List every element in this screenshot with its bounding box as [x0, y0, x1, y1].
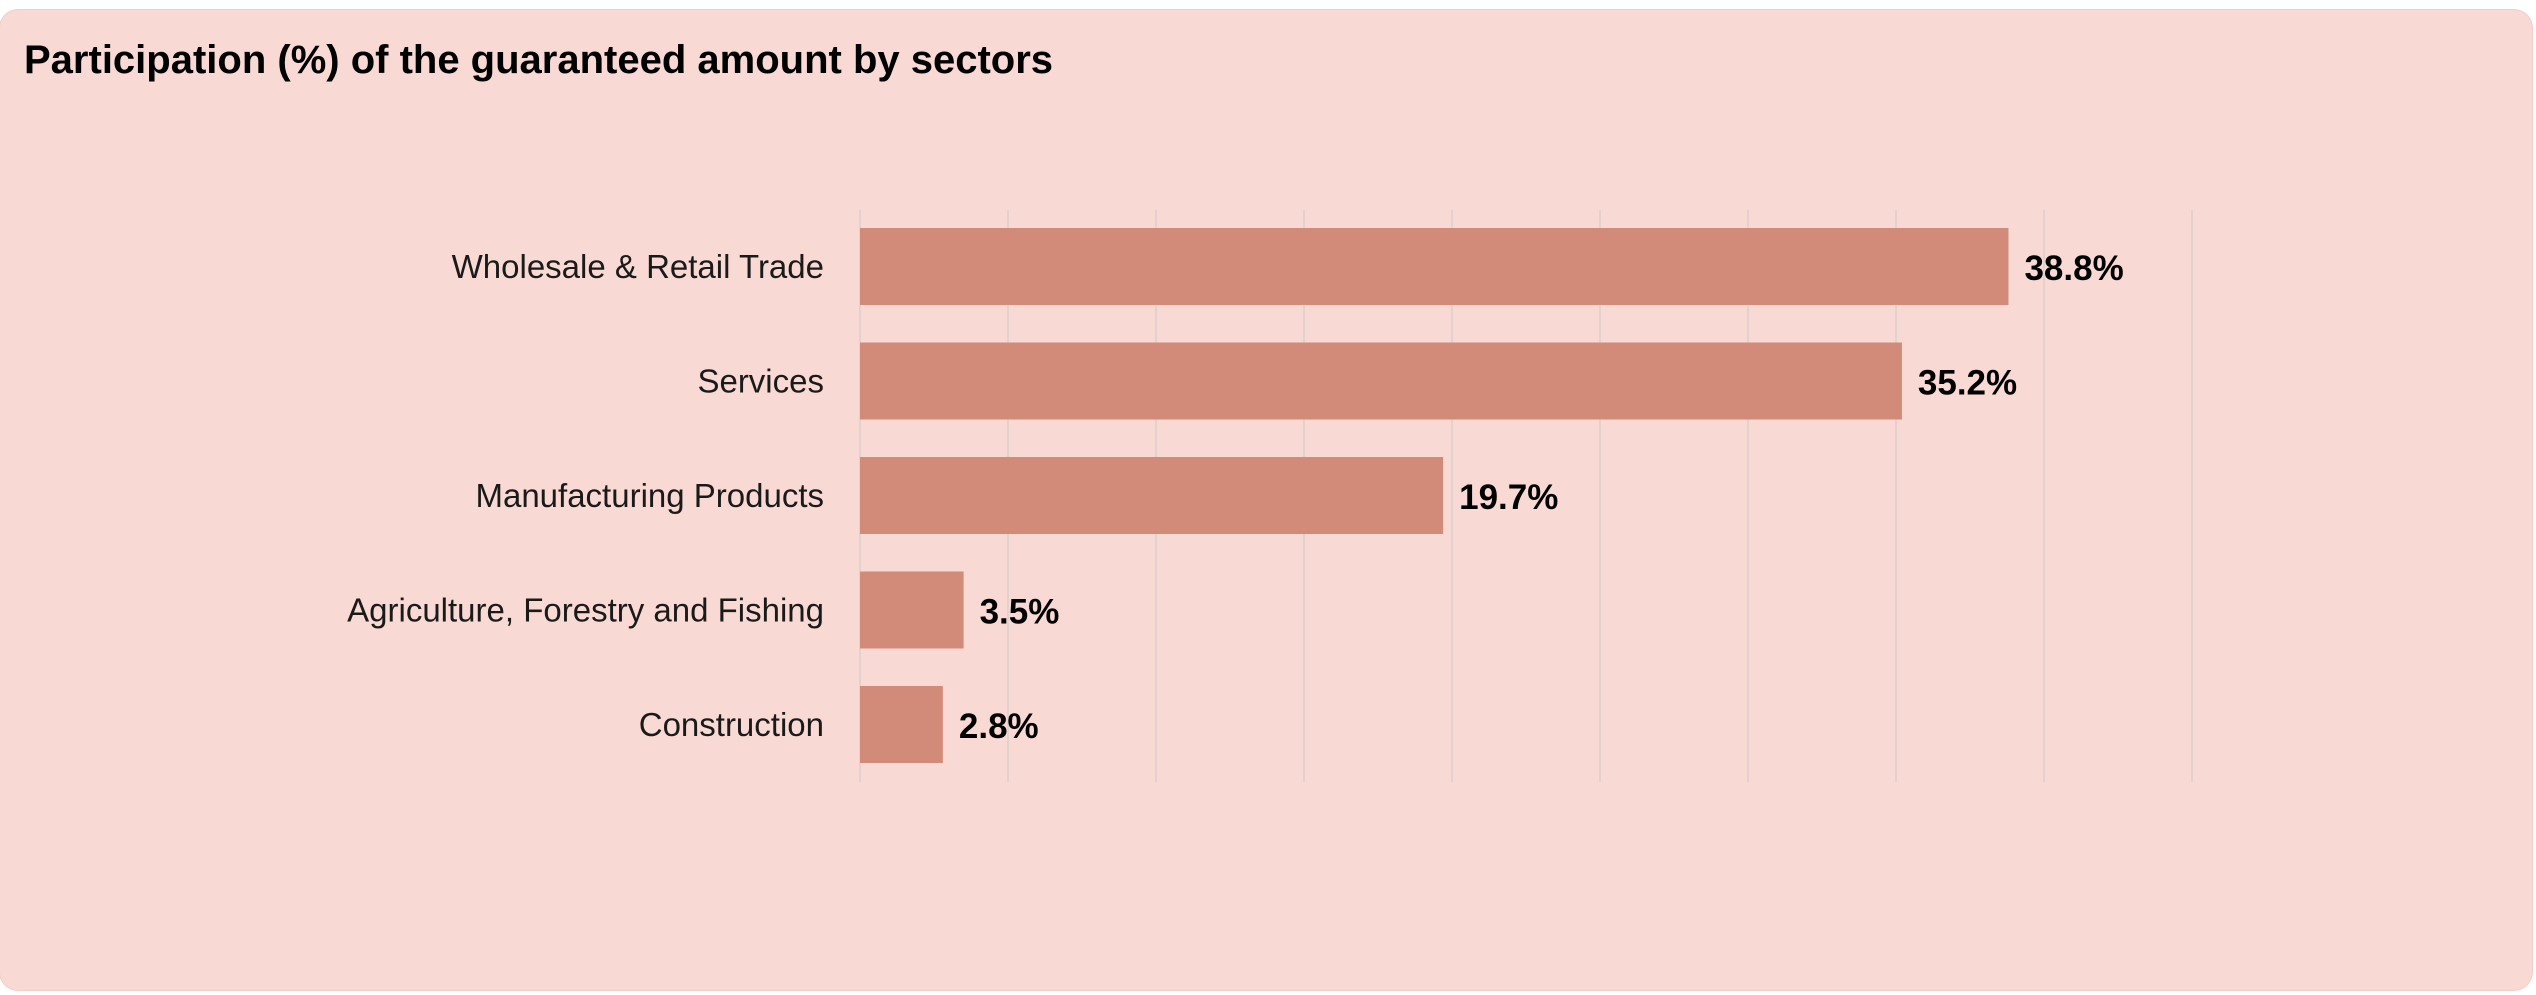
category-label-3: Agriculture, Forestry and Fishing — [347, 592, 824, 629]
chart-title: Participation (%) of the guaranteed amou… — [24, 38, 1054, 82]
bars — [860, 228, 2009, 763]
labels: Wholesale & Retail Trade 38.8% Services 35.… — [347, 248, 2124, 746]
bar-0 — [860, 228, 2009, 305]
category-label-1: Services — [697, 363, 824, 400]
data-label-0: 38.8% — [2024, 249, 2123, 288]
data-label-4: 2.8% — [959, 707, 1039, 746]
plot-area: Wholesale & Retail Trade 38.8% Services 35.… — [347, 210, 2193, 782]
data-label-1: 35.2% — [1918, 364, 2017, 403]
bar-2 — [860, 457, 1444, 534]
category-label-2: Manufacturing Products — [475, 477, 824, 514]
chart-card: Participation (%) of the guaranteed amou… — [0, 10, 2532, 990]
bar-4 — [860, 686, 943, 763]
category-label-4: Construction — [639, 706, 824, 743]
bar-1 — [860, 342, 1902, 420]
bar-3 — [860, 571, 964, 649]
data-label-2: 19.7% — [1459, 478, 1558, 517]
data-label-3: 3.5% — [980, 593, 1060, 632]
category-label-0: Wholesale & Retail Trade — [452, 248, 824, 285]
